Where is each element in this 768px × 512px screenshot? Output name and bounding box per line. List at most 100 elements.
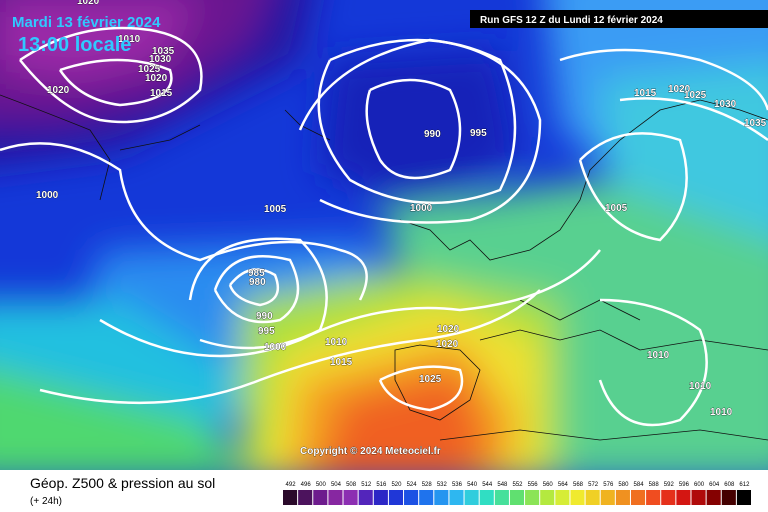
isobar-label: 995 bbox=[258, 326, 275, 337]
scale-label: 564 bbox=[558, 482, 569, 488]
isobar-label: 1020 bbox=[47, 85, 70, 96]
scale-swatch bbox=[358, 490, 373, 505]
isobar-label: 1015 bbox=[150, 88, 173, 99]
isobar-labels: 1020103510301025102010151020101010001005… bbox=[36, 0, 767, 418]
scale-swatch bbox=[434, 490, 449, 505]
isobar-label: 1005 bbox=[264, 204, 287, 215]
scale-swatch bbox=[615, 490, 630, 505]
scale-label: 612 bbox=[739, 482, 750, 488]
scale-label: 588 bbox=[649, 482, 660, 488]
isobar-label: 995 bbox=[470, 128, 487, 139]
copyright: Copyright © 2024 Meteociel.fr bbox=[300, 446, 441, 457]
scale-label: 516 bbox=[376, 482, 387, 488]
scale-swatch bbox=[479, 490, 494, 505]
scale-label: 580 bbox=[618, 482, 629, 488]
scale-label: 504 bbox=[331, 482, 342, 488]
scale-swatch bbox=[676, 490, 691, 505]
scale-label: 576 bbox=[603, 482, 614, 488]
scale-swatch bbox=[570, 490, 585, 505]
isobar-label: 1010 bbox=[689, 381, 712, 392]
isobar-label: 1025 bbox=[684, 90, 707, 101]
isobar-label: 1025 bbox=[419, 374, 442, 385]
legend-title: Géop. Z500 & pression au sol bbox=[30, 475, 215, 491]
scale-swatch bbox=[449, 490, 464, 505]
scale-label: 584 bbox=[634, 482, 645, 488]
isobar-label: 1035 bbox=[744, 118, 767, 129]
scale-label: 540 bbox=[467, 482, 478, 488]
isobar-label: 1000 bbox=[410, 203, 433, 214]
scale-swatch bbox=[404, 490, 419, 505]
isobar-label: 990 bbox=[256, 311, 273, 322]
isobar-label: 1000 bbox=[36, 190, 59, 201]
scale-label: 592 bbox=[664, 482, 675, 488]
scale-swatch bbox=[509, 490, 525, 505]
isobar-label: 1010 bbox=[710, 407, 733, 418]
isobar-label: 985 bbox=[248, 268, 265, 279]
scale-label: 492 bbox=[286, 482, 297, 488]
isobar-label: 1020 bbox=[668, 84, 691, 95]
run-box bbox=[470, 10, 768, 28]
scale-label: 532 bbox=[437, 482, 448, 488]
scale-label: 528 bbox=[422, 482, 433, 488]
scale-label: 572 bbox=[588, 482, 599, 488]
scale-label: 508 bbox=[346, 482, 357, 488]
scale-label: 496 bbox=[301, 482, 312, 488]
scale-swatch bbox=[373, 490, 388, 505]
scale-label: 608 bbox=[724, 482, 735, 488]
scale-swatch bbox=[464, 490, 479, 505]
scale-swatch bbox=[313, 490, 328, 505]
isobar-label: 990 bbox=[424, 129, 441, 140]
scale-swatch bbox=[494, 490, 509, 505]
scale-swatch bbox=[283, 490, 298, 505]
scale-swatch bbox=[343, 490, 358, 505]
scale-label: 500 bbox=[316, 482, 327, 488]
scale-label: 560 bbox=[543, 482, 554, 488]
scale-label: 548 bbox=[497, 482, 508, 488]
scale-label: 512 bbox=[361, 482, 372, 488]
scale-label: 552 bbox=[512, 482, 523, 488]
isobar-label: 1010 bbox=[647, 350, 670, 361]
scale-swatch bbox=[298, 490, 313, 505]
isobar-label: 1020 bbox=[145, 73, 168, 84]
color-scale: 492 496 500 504 508 512 516 520 524 528 532 536 540 5… bbox=[283, 482, 751, 505]
isobars bbox=[0, 26, 768, 427]
isobar-label: 1015 bbox=[634, 88, 657, 99]
coastlines bbox=[0, 94, 768, 441]
scale-label: 600 bbox=[694, 482, 705, 488]
isobar-label: 1035 bbox=[152, 46, 175, 57]
scale-swatch bbox=[721, 490, 736, 505]
scale-swatch bbox=[540, 490, 555, 505]
scale-label: 556 bbox=[528, 482, 539, 488]
scale-label: 536 bbox=[452, 482, 463, 488]
scale-swatch bbox=[630, 490, 646, 505]
scale-swatch bbox=[419, 490, 434, 505]
scale-swatch bbox=[736, 490, 751, 505]
scale-swatch bbox=[388, 490, 404, 505]
scale-label: 520 bbox=[391, 482, 402, 488]
scale-label: 596 bbox=[679, 482, 690, 488]
isobar-label: 1030 bbox=[149, 54, 172, 65]
scale-label: 544 bbox=[482, 482, 493, 488]
scale-swatch bbox=[525, 490, 540, 505]
scale-swatch bbox=[328, 490, 343, 505]
isobar-label: 1030 bbox=[714, 99, 737, 110]
scale-swatch bbox=[691, 490, 706, 505]
isobar-label: 1010 bbox=[118, 34, 141, 45]
isobar-label: 1025 bbox=[138, 64, 161, 75]
isobar-label: 1020 bbox=[77, 0, 100, 7]
scale-swatch bbox=[585, 490, 600, 505]
scale-swatch bbox=[600, 490, 615, 505]
date: Mardi 13 février 2024 bbox=[12, 14, 161, 31]
run-info: Run GFS 12 Z du Lundi 12 février 2024 bbox=[480, 15, 663, 26]
scale-label: 604 bbox=[709, 482, 720, 488]
field bbox=[0, 0, 768, 470]
scale-label: 568 bbox=[573, 482, 584, 488]
scale-swatch bbox=[661, 490, 676, 505]
scale-swatch bbox=[646, 490, 661, 505]
scale-swatch bbox=[706, 490, 721, 505]
isobar-label: 1005 bbox=[605, 203, 628, 214]
isobar-label: 1010 bbox=[325, 337, 348, 348]
isobar-label: 1020 bbox=[436, 339, 459, 350]
isobar-label: 1015 bbox=[330, 357, 353, 368]
